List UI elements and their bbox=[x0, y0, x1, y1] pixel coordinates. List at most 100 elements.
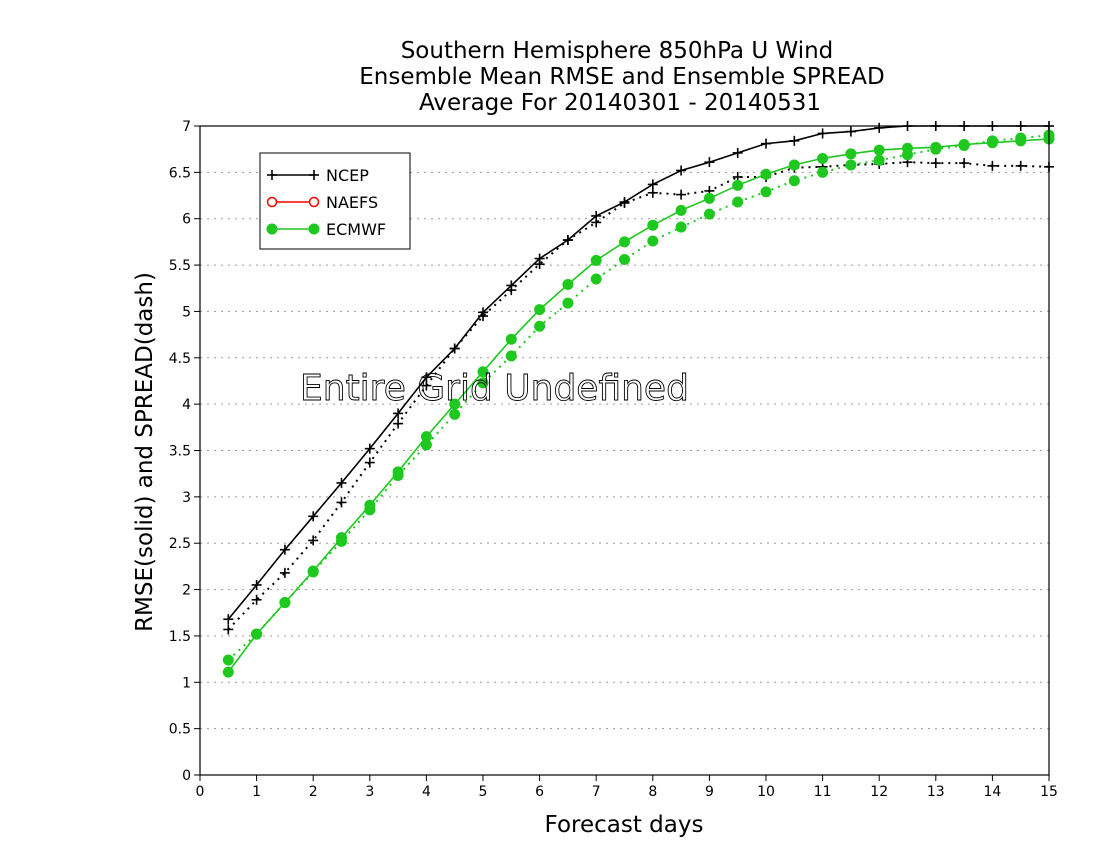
y-tick-label-6: 6 bbox=[182, 212, 191, 228]
ncep-rmse-point-5 bbox=[364, 443, 375, 454]
ecmwf-spread-point-23 bbox=[873, 154, 885, 166]
y-axis-label: RMSE(solid) and SPREAD(dash) bbox=[132, 272, 158, 632]
ecmwf-rmse-point-14 bbox=[619, 236, 630, 248]
ecmwf-spread-point-10 bbox=[505, 350, 517, 362]
ncep-spread-point-27 bbox=[987, 160, 998, 171]
y-tick-label-1: 1 bbox=[182, 675, 191, 691]
x-tick-label-13: 13 bbox=[927, 784, 945, 800]
ecmwf-rmse-point-11 bbox=[534, 304, 546, 316]
ecmwf-rmse-point-19 bbox=[760, 168, 772, 180]
ecmwf-rmse-point-12 bbox=[562, 279, 574, 291]
legend-marker-left-ncep bbox=[267, 170, 277, 180]
ecmwf-rmse-point-15 bbox=[647, 219, 659, 231]
gridlines bbox=[200, 171, 1049, 730]
ncep-spread-point-25 bbox=[930, 158, 941, 169]
ncep-spread-point-4 bbox=[336, 497, 347, 508]
legend-label-ecmwf: ECMWF bbox=[326, 220, 386, 239]
ncep-spread-point-26 bbox=[959, 158, 970, 169]
ncep-rmse-point-0 bbox=[223, 614, 234, 625]
legend-marker-right-naefs bbox=[308, 196, 320, 208]
y-tick-label-4: 4 bbox=[182, 397, 191, 413]
ncep-rmse-point-7 bbox=[421, 372, 432, 383]
ecmwf-rmse-point-28 bbox=[1015, 135, 1027, 147]
ncep-spread-point-1 bbox=[251, 594, 262, 605]
x-tick-label-9: 9 bbox=[705, 784, 714, 800]
ecmwf-spread-point-20 bbox=[788, 175, 800, 187]
ecmwf-rmse-point-10 bbox=[505, 333, 517, 345]
series-layer bbox=[222, 121, 1055, 678]
ncep-rmse-point-15 bbox=[647, 179, 658, 190]
ecmwf-spread-point-17 bbox=[703, 208, 715, 220]
ecmwf-rmse-point-26 bbox=[958, 139, 970, 151]
ncep-spread-point-15 bbox=[647, 187, 658, 198]
ecmwf-rmse-point-5 bbox=[364, 499, 376, 511]
x-tick-label-10: 10 bbox=[757, 784, 775, 800]
x-tick-label-8: 8 bbox=[648, 784, 657, 800]
title-line-2: Ensemble Mean RMSE and Ensemble SPREAD bbox=[359, 64, 884, 90]
ecmwf-rmse-point-16 bbox=[675, 204, 687, 216]
ncep-rmse-point-2 bbox=[279, 544, 290, 555]
ecmwf-spread-point-9 bbox=[477, 377, 489, 389]
ncep-rmse-point-19 bbox=[761, 138, 771, 149]
ncep-rmse-point-17 bbox=[704, 157, 715, 168]
x-axis-ticks: 0 1 2 3 4 5 6 7 8 9 10 11 12 13 14 15 bbox=[196, 775, 1058, 800]
ecmwf-rmse-point-8 bbox=[449, 398, 461, 410]
ecmwf-spread-point-21 bbox=[817, 166, 829, 178]
ecmwf-spread-point-8 bbox=[449, 408, 461, 420]
ncep-spread-line bbox=[227, 161, 1050, 631]
ncep-rmse-point-23 bbox=[874, 122, 885, 133]
x-tick-label-4: 4 bbox=[422, 784, 431, 800]
ecmwf-spread-point-18 bbox=[732, 196, 744, 208]
ncep-rmse-point-4 bbox=[336, 477, 347, 488]
legend-label-ncep: NCEP bbox=[326, 166, 369, 185]
ecmwf-rmse-point-22 bbox=[845, 148, 857, 160]
y-tick-label-5: 5 bbox=[182, 304, 191, 320]
ecmwf-rmse-point-13 bbox=[590, 254, 602, 266]
ecmwf-rmse-point-21 bbox=[817, 152, 829, 164]
ncep-rmse-point-8 bbox=[449, 343, 460, 354]
ecmwf-rmse-point-24 bbox=[902, 142, 913, 154]
chart-title: Southern Hemisphere 850hPa U Wind Ensemb… bbox=[359, 38, 884, 116]
ncep-rmse-point-13 bbox=[591, 210, 602, 221]
x-tick-label-12: 12 bbox=[870, 784, 888, 800]
ncep-rmse-point-3 bbox=[308, 511, 319, 522]
x-tick-label-3: 3 bbox=[365, 784, 374, 800]
y-tick-label-5.5: 5.5 bbox=[169, 258, 191, 274]
ecmwf-rmse-point-27 bbox=[986, 137, 998, 149]
y-tick-label-6.5: 6.5 bbox=[169, 165, 191, 181]
ncep-rmse-point-12 bbox=[562, 235, 573, 246]
ncep-spread-point-28 bbox=[1015, 160, 1026, 171]
ecmwf-rmse-point-6 bbox=[392, 466, 404, 478]
ncep-spread-point-3 bbox=[308, 535, 319, 546]
ncep-rmse-point-18 bbox=[732, 147, 743, 158]
x-tick-label-1: 1 bbox=[252, 784, 261, 800]
ecmwf-rmse-point-20 bbox=[788, 159, 800, 171]
legend-marker-right-ncep bbox=[309, 170, 319, 180]
x-tick-label-14: 14 bbox=[983, 784, 1001, 800]
ncep-spread-point-6 bbox=[393, 418, 404, 429]
ecmwf-spread-point-16 bbox=[675, 221, 687, 233]
ecmwf-spread-point-0 bbox=[222, 654, 234, 666]
ecmwf-spread-point-19 bbox=[760, 186, 772, 198]
y-tick-label-4.5: 4.5 bbox=[169, 351, 191, 367]
ecmwf-spread-point-22 bbox=[845, 159, 857, 171]
y-tick-label-2: 2 bbox=[182, 583, 191, 599]
ncep-rmse-point-21 bbox=[817, 128, 828, 139]
x-tick-label-15: 15 bbox=[1040, 784, 1058, 800]
ncep-spread-point-5 bbox=[364, 457, 375, 468]
y-axis-ticks: 0 0.5 1 1.5 2 2.5 3 3.5 4 4.5 5 5.5 6 6.5 7 bbox=[169, 119, 200, 784]
x-tick-label-6: 6 bbox=[535, 784, 544, 800]
ecmwf-spread-point-12 bbox=[562, 297, 574, 309]
y-tick-label-0.5: 0.5 bbox=[169, 722, 191, 738]
legend-marker-right-ecmwf bbox=[308, 223, 320, 235]
ecmwf-rmse-point-9 bbox=[477, 366, 489, 378]
ncep-rmse-point-22 bbox=[845, 126, 856, 137]
legend-label-naefs: NAEFS bbox=[326, 193, 378, 212]
ecmwf-rmse-point-25 bbox=[930, 141, 942, 153]
ecmwf-rmse-point-23 bbox=[873, 144, 885, 156]
ncep-spread-point-7 bbox=[421, 380, 432, 391]
ncep-rmse-point-1 bbox=[251, 579, 262, 590]
x-tick-label-5: 5 bbox=[479, 784, 488, 800]
x-tick-label-11: 11 bbox=[814, 784, 832, 800]
